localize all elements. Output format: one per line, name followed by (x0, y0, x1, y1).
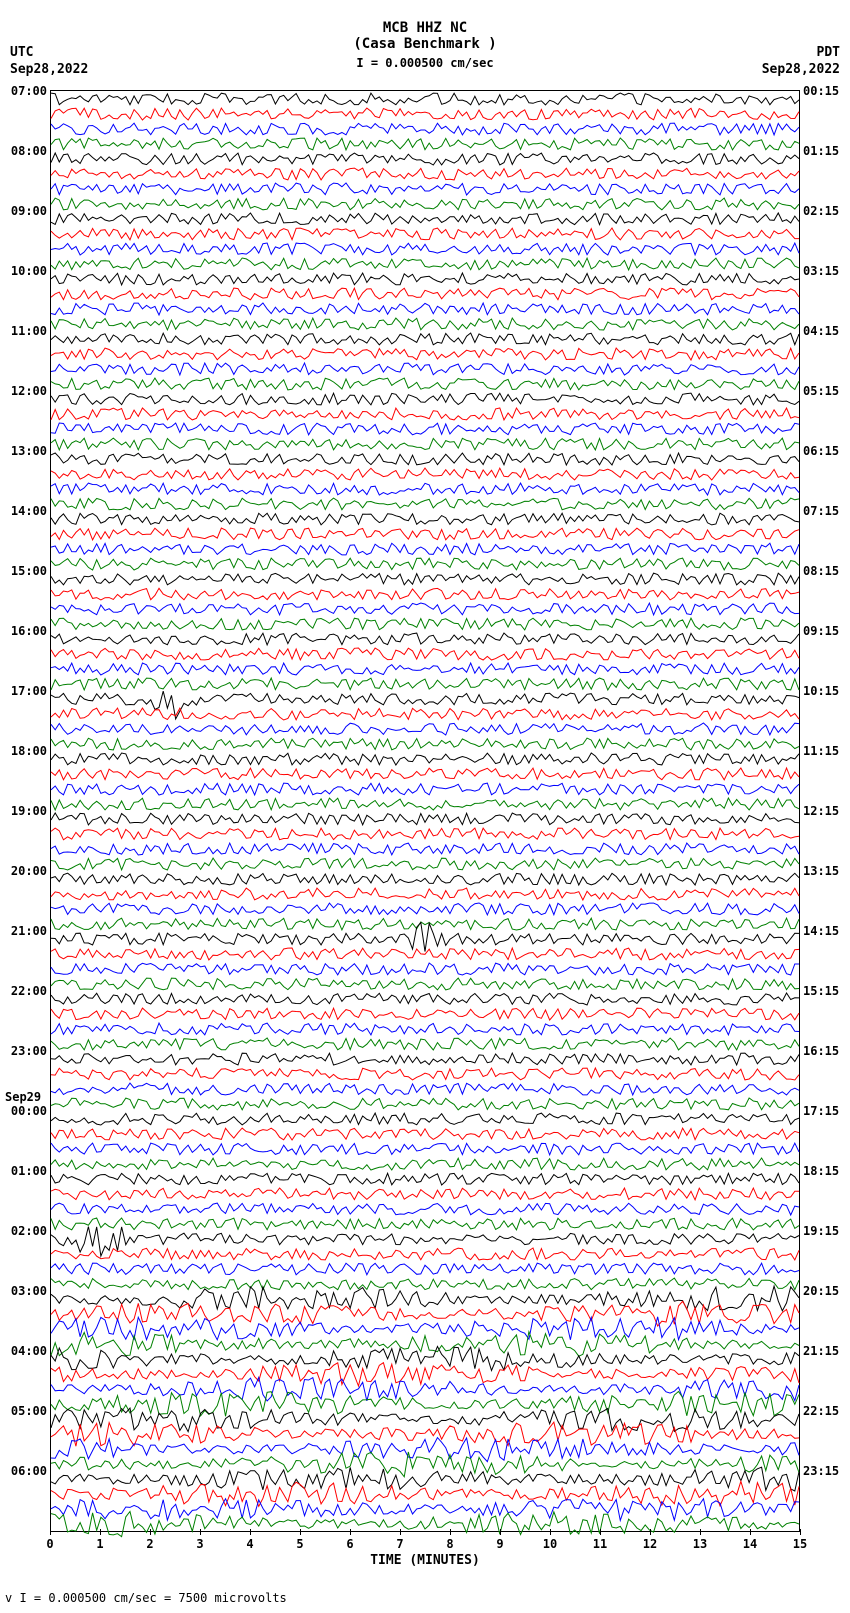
x-tick-mark (800, 1529, 801, 1535)
utc-time-label: 01:00 (2, 1164, 47, 1178)
footer-scale: v I = 0.000500 cm/sec = 7500 microvolts (5, 1591, 287, 1605)
x-tick-label: 10 (543, 1537, 557, 1551)
x-tick-mark (600, 1529, 601, 1535)
pdt-time-label: 03:15 (803, 264, 848, 278)
x-tick-mark (550, 1529, 551, 1535)
date-left: Sep28,2022 (10, 62, 88, 77)
pdt-time-label: 02:15 (803, 204, 848, 218)
seismogram-plot (50, 90, 800, 1532)
utc-time-label: 11:00 (2, 324, 47, 338)
x-tick-mark (400, 1529, 401, 1535)
date-right: Sep28,2022 (762, 62, 840, 77)
x-tick-label: 13 (693, 1537, 707, 1551)
pdt-time-label: 01:15 (803, 144, 848, 158)
utc-time-label: 05:00 (2, 1404, 47, 1418)
pdt-time-label: 16:15 (803, 1044, 848, 1058)
footer-text: = 0.000500 cm/sec = 7500 microvolts (34, 1591, 287, 1605)
x-tick-label: 5 (296, 1537, 303, 1551)
x-tick-label: 4 (246, 1537, 253, 1551)
pdt-time-label: 20:15 (803, 1284, 848, 1298)
x-tick-label: 15 (793, 1537, 807, 1551)
utc-time-label: 13:00 (2, 444, 47, 458)
x-tick-mark (750, 1529, 751, 1535)
x-tick-mark (350, 1529, 351, 1535)
timezone-right: PDT (817, 45, 840, 60)
x-tick-mark (700, 1529, 701, 1535)
pdt-time-label: 00:15 (803, 84, 848, 98)
x-tick-label: 3 (196, 1537, 203, 1551)
x-axis-label: TIME (MINUTES) (370, 1553, 480, 1568)
footer-prefix: v I (5, 1591, 34, 1605)
scale-bar-icon: I (356, 56, 363, 70)
x-tick-mark (450, 1529, 451, 1535)
x-tick-label: 1 (96, 1537, 103, 1551)
x-tick-mark (250, 1529, 251, 1535)
utc-time-label: 20:00 (2, 864, 47, 878)
utc-time-label: 09:00 (2, 204, 47, 218)
utc-time-label: 04:00 (2, 1344, 47, 1358)
utc-time-label: 08:00 (2, 144, 47, 158)
station-code: MCB HHZ NC (0, 20, 850, 36)
pdt-time-label: 12:15 (803, 804, 848, 818)
utc-time-label: 10:00 (2, 264, 47, 278)
utc-time-label: 02:00 (2, 1224, 47, 1238)
date-mark: Sep29 (5, 1090, 41, 1104)
pdt-time-label: 04:15 (803, 324, 848, 338)
station-location: (Casa Benchmark ) (0, 36, 850, 52)
pdt-time-label: 10:15 (803, 684, 848, 698)
x-tick-label: 7 (396, 1537, 403, 1551)
utc-time-label: 18:00 (2, 744, 47, 758)
pdt-time-label: 23:15 (803, 1464, 848, 1478)
x-tick-mark (300, 1529, 301, 1535)
pdt-time-label: 15:15 (803, 984, 848, 998)
pdt-time-label: 11:15 (803, 744, 848, 758)
pdt-time-label: 05:15 (803, 384, 848, 398)
pdt-time-label: 22:15 (803, 1404, 848, 1418)
x-tick-label: 6 (346, 1537, 353, 1551)
pdt-time-label: 18:15 (803, 1164, 848, 1178)
header: MCB HHZ NC (Casa Benchmark ) I = 0.00050… (0, 0, 850, 70)
x-tick-mark (150, 1529, 151, 1535)
scale-indicator: I = 0.000500 cm/sec (0, 56, 850, 70)
pdt-time-label: 08:15 (803, 564, 848, 578)
pdt-time-label: 17:15 (803, 1104, 848, 1118)
utc-time-label: 21:00 (2, 924, 47, 938)
seismogram-container: MCB HHZ NC (Casa Benchmark ) I = 0.00050… (0, 0, 850, 1613)
utc-time-label: 16:00 (2, 624, 47, 638)
pdt-time-label: 07:15 (803, 504, 848, 518)
pdt-time-label: 06:15 (803, 444, 848, 458)
utc-time-label: 23:00 (2, 1044, 47, 1058)
x-tick-label: 8 (446, 1537, 453, 1551)
x-tick-mark (200, 1529, 201, 1535)
x-tick-label: 9 (496, 1537, 503, 1551)
utc-time-label: 12:00 (2, 384, 47, 398)
x-tick-mark (650, 1529, 651, 1535)
x-tick-label: 2 (146, 1537, 153, 1551)
timezone-left: UTC (10, 45, 33, 60)
utc-time-label: 14:00 (2, 504, 47, 518)
utc-time-label: 00:00 (2, 1104, 47, 1118)
utc-time-label: 17:00 (2, 684, 47, 698)
pdt-time-label: 13:15 (803, 864, 848, 878)
utc-time-label: 15:00 (2, 564, 47, 578)
utc-time-label: 06:00 (2, 1464, 47, 1478)
x-tick-label: 11 (593, 1537, 607, 1551)
utc-time-label: 07:00 (2, 84, 47, 98)
pdt-time-label: 09:15 (803, 624, 848, 638)
x-tick-label: 0 (46, 1537, 53, 1551)
pdt-time-label: 14:15 (803, 924, 848, 938)
x-tick-label: 12 (643, 1537, 657, 1551)
x-axis: TIME (MINUTES) 0123456789101112131415 (50, 1535, 800, 1575)
x-tick-mark (100, 1529, 101, 1535)
utc-time-label: 22:00 (2, 984, 47, 998)
scale-text: = 0.000500 cm/sec (371, 56, 494, 70)
x-tick-mark (50, 1529, 51, 1535)
x-tick-label: 14 (743, 1537, 757, 1551)
pdt-time-label: 19:15 (803, 1224, 848, 1238)
pdt-time-label: 21:15 (803, 1344, 848, 1358)
utc-time-label: 03:00 (2, 1284, 47, 1298)
x-tick-mark (500, 1529, 501, 1535)
utc-time-label: 19:00 (2, 804, 47, 818)
